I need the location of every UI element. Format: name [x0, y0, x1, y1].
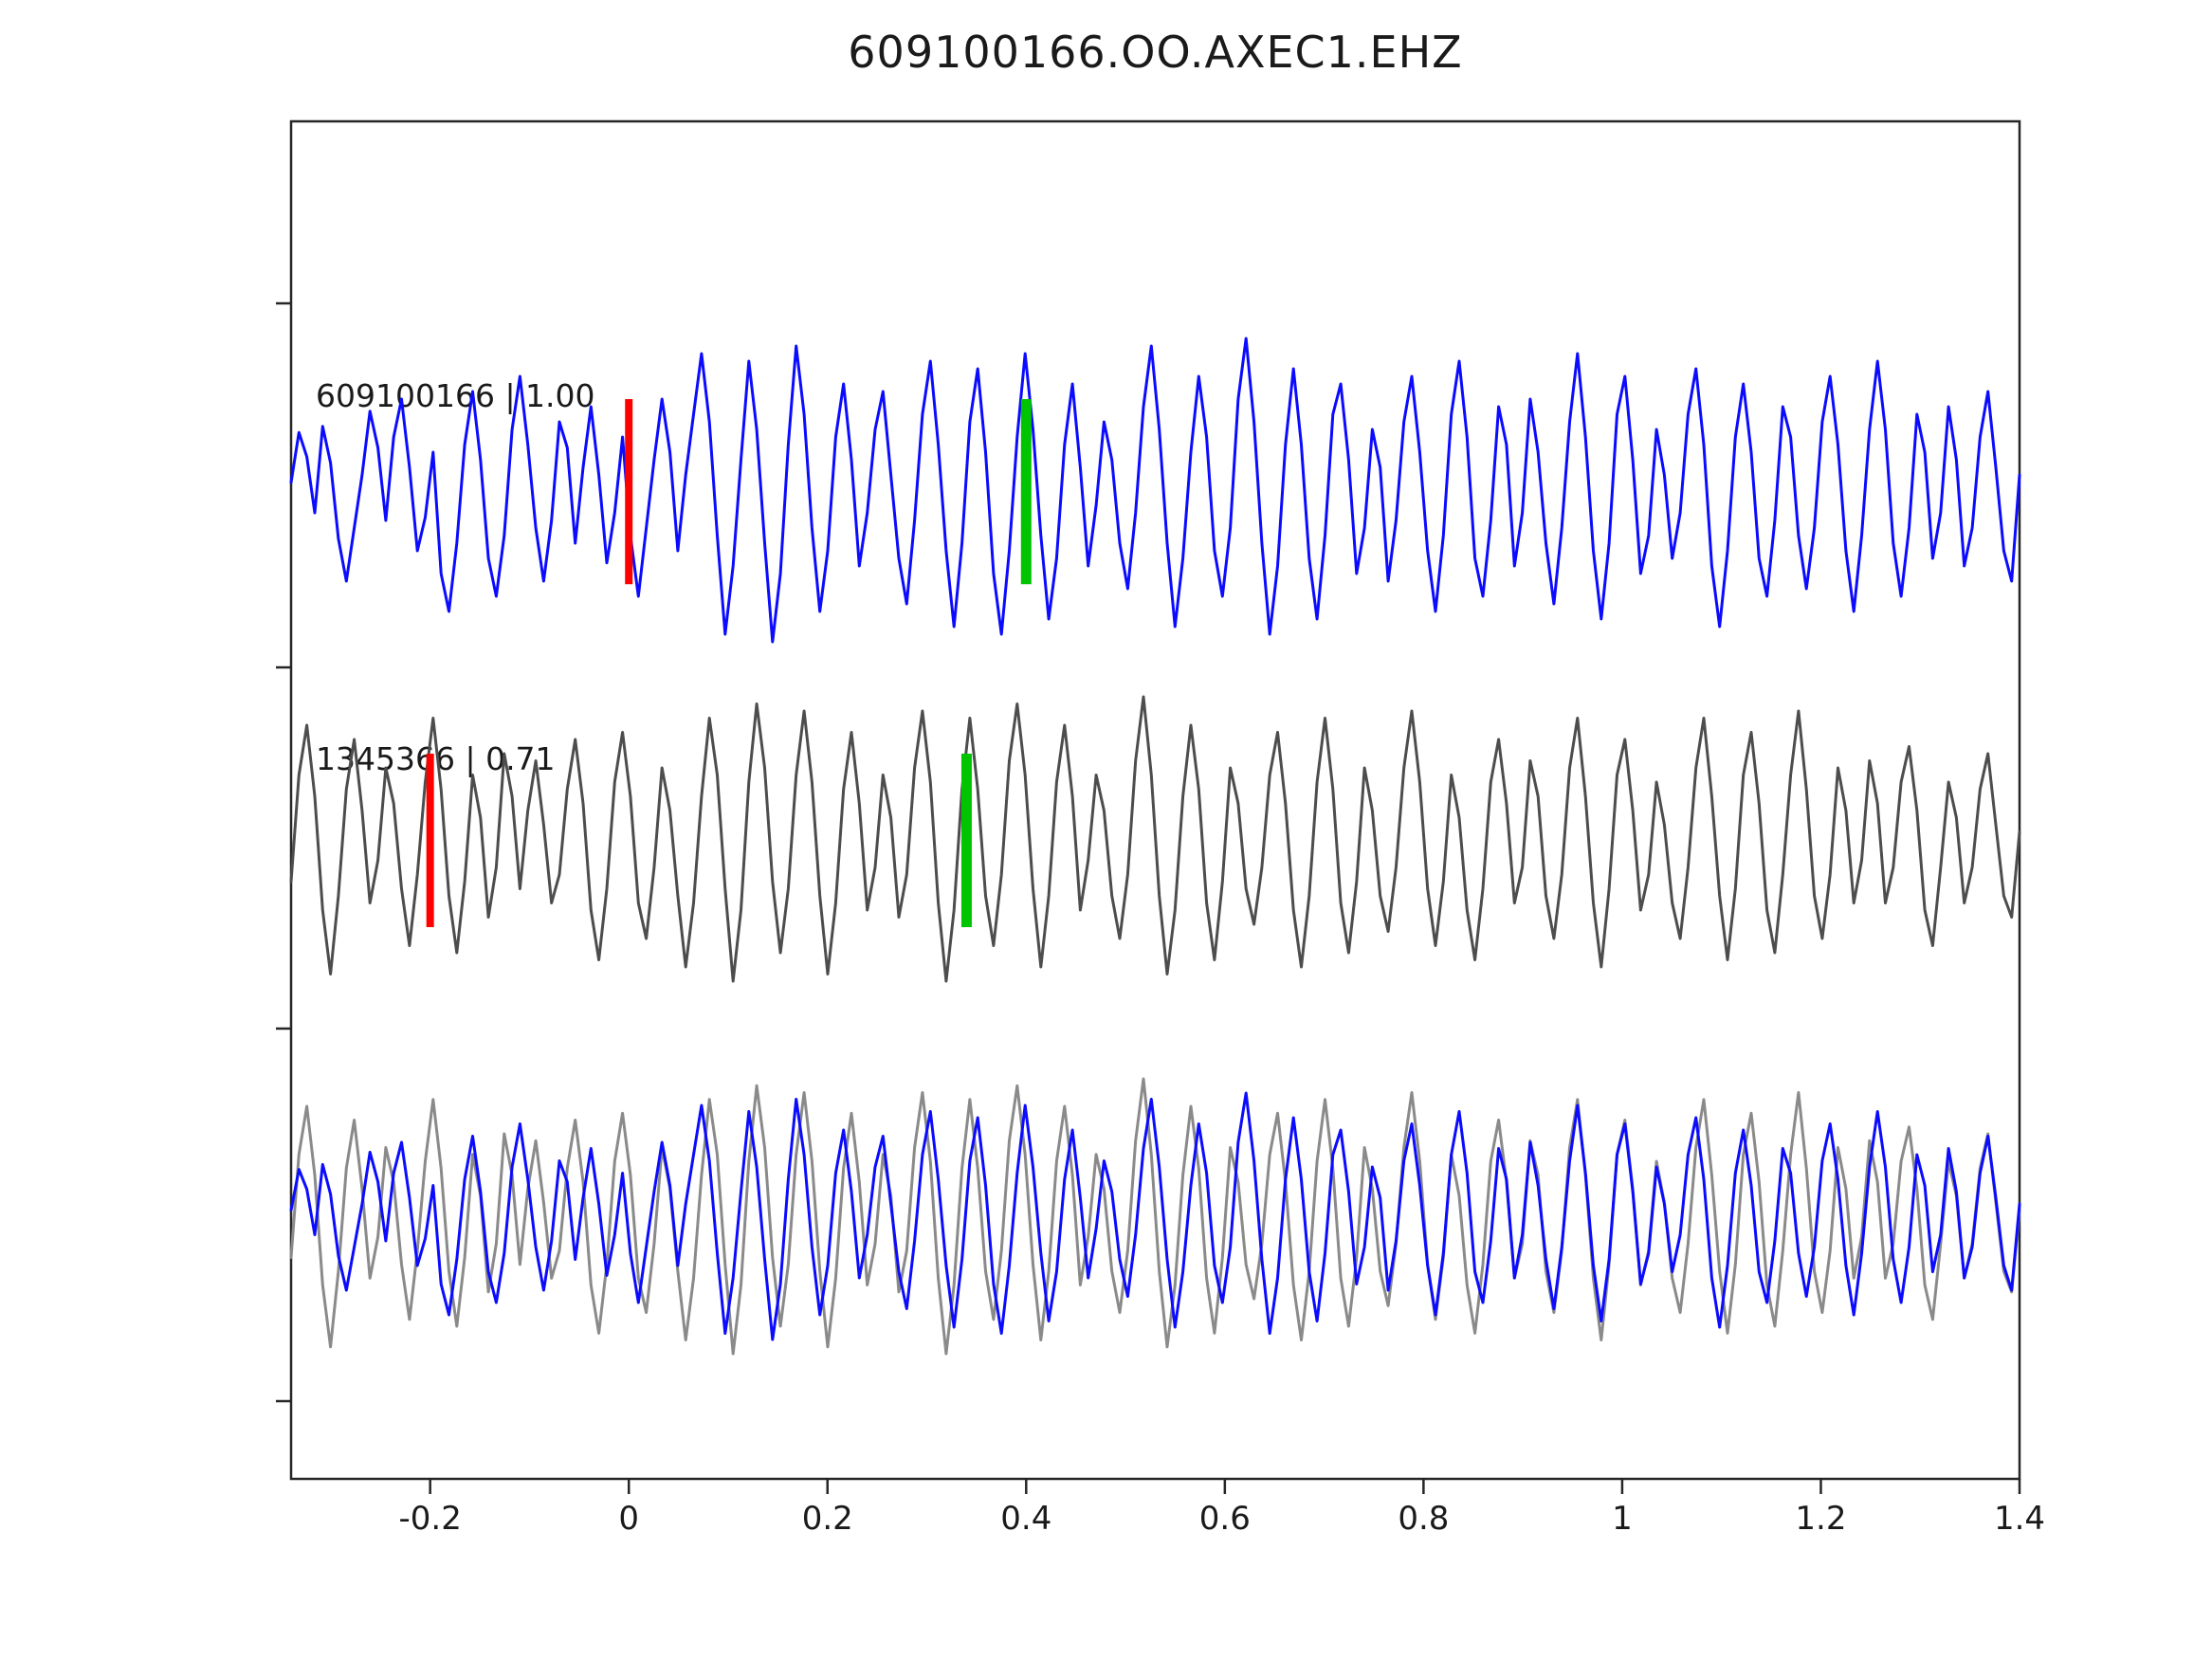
x-tick-label: 0.6 — [1198, 1500, 1251, 1538]
trace-overlay_gray — [289, 1077, 2021, 1356]
x-tick-label: 1.2 — [1795, 1500, 1847, 1538]
x-tick-label: 0.2 — [801, 1500, 853, 1538]
x-tick-label: 0 — [618, 1500, 640, 1538]
template-trace-label: 609100166 | 1.00 — [316, 377, 595, 414]
x-tick-label: 0.8 — [1398, 1500, 1450, 1538]
x-tick-label: 1.4 — [1993, 1500, 2046, 1538]
chart-title: 609100166.OO.AXEC1.EHZ — [848, 27, 1463, 78]
axis-frame — [289, 119, 2021, 1481]
trace-detection_trace — [289, 695, 2021, 983]
x-tick-label: 0.4 — [1000, 1500, 1052, 1538]
trace-template_trace — [289, 337, 2021, 644]
x-tick-label: 1 — [1612, 1500, 1633, 1538]
x-tick-label: -0.2 — [398, 1500, 462, 1538]
trace-overlay_blue — [289, 1091, 2021, 1341]
